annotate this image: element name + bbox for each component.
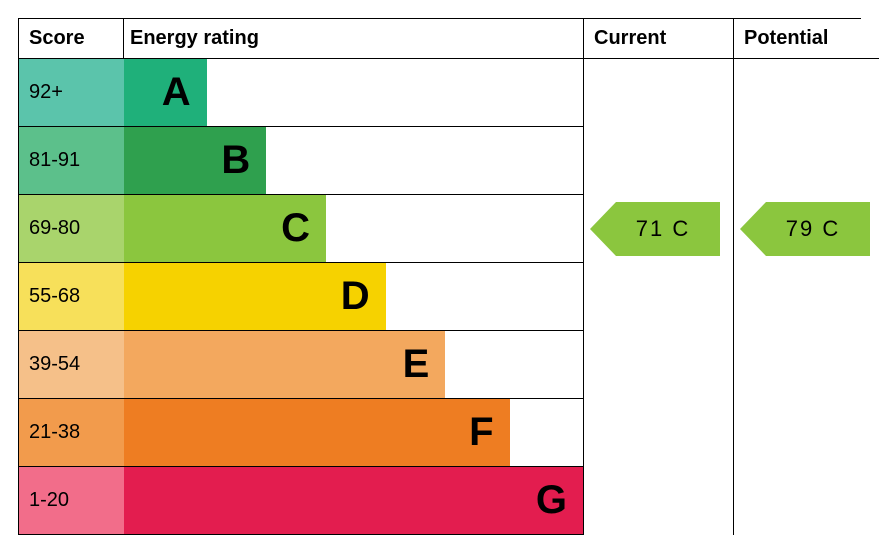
rating-letter-b: B (221, 138, 250, 183)
rating-letter-d: D (341, 274, 370, 319)
potential-tag: 79 C (740, 202, 870, 256)
current-value: 71 C (620, 216, 690, 242)
rating-letter-c: C (281, 206, 310, 251)
score-range-c: 69-80 (19, 195, 124, 263)
rating-bar-c: C (124, 195, 584, 263)
rating-letter-e: E (403, 342, 430, 387)
header-potential: Potential (734, 19, 879, 59)
rating-bar-f: F (124, 399, 584, 467)
score-range-e: 39-54 (19, 331, 124, 399)
rating-bar-a: A (124, 59, 584, 127)
rating-letter-g: G (536, 478, 567, 523)
potential-value: 79 C (770, 216, 840, 242)
current-column: 71 C (584, 59, 734, 535)
rating-letter-f: F (469, 410, 493, 455)
current-tag: 71 C (590, 202, 720, 256)
rating-letter-a: A (162, 70, 191, 115)
score-range-g: 1-20 (19, 467, 124, 535)
rating-bar-b: B (124, 127, 584, 195)
header-rating: Energy rating (124, 19, 584, 59)
rating-bar-d: D (124, 263, 584, 331)
rating-bar-g: G (124, 467, 584, 535)
rating-bar-e: E (124, 331, 584, 399)
score-range-a: 92+ (19, 59, 124, 127)
score-range-d: 55-68 (19, 263, 124, 331)
potential-column: 79 C (734, 59, 879, 535)
header-current: Current (584, 19, 734, 59)
score-range-f: 21-38 (19, 399, 124, 467)
score-range-b: 81-91 (19, 127, 124, 195)
header-score: Score (19, 19, 124, 59)
energy-rating-chart: Score Energy rating Current Potential 92… (18, 18, 861, 535)
